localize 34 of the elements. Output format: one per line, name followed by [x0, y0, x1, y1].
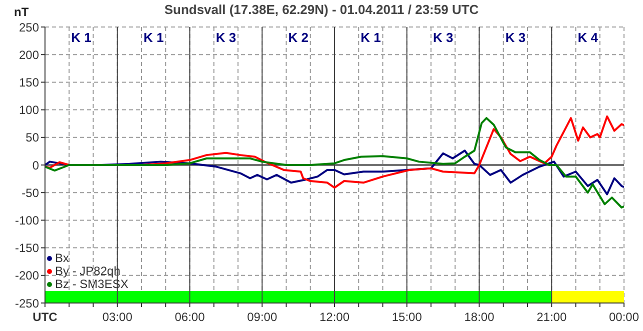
- annotation: K 3: [432, 30, 454, 45]
- y-tick-label: -200: [14, 268, 40, 283]
- y-tick-label: -50: [22, 186, 40, 200]
- annotation: K 4: [576, 30, 599, 45]
- y-tick-label: 0: [32, 158, 40, 172]
- y-tick-label: 200: [18, 48, 40, 62]
- y-tick-label: -100: [14, 213, 40, 228]
- legend-label: Bx: [54, 251, 70, 265]
- annotation: K 1: [142, 30, 165, 45]
- x-tick-label: 21:00: [536, 310, 567, 324]
- chart-title: Sundsvall (17.38E, 62.29N) - 01.04.2011 / 23:59 UTC: [164, 2, 479, 17]
- x-tick-label: 00:00: [608, 310, 640, 324]
- annotation: K 2: [287, 30, 310, 45]
- y-tick-label: 250: [18, 20, 40, 34]
- annotation: K 3: [504, 30, 527, 45]
- x-tick-label: 09:00: [247, 310, 278, 324]
- x-tick-label: 03:00: [102, 310, 133, 324]
- y-tick-label: -150: [14, 241, 40, 256]
- x-tick-label: 15:00: [392, 310, 422, 324]
- line-series: [45, 115, 624, 189]
- y-tick-label: -250: [14, 296, 40, 310]
- x-tick-label: 06:00: [174, 310, 206, 324]
- x-tick-label: UTC: [32, 310, 58, 324]
- y-tick-label: 50: [26, 130, 40, 145]
- line-series: [45, 117, 624, 209]
- y-axis-title: nT: [14, 5, 29, 19]
- y-tick-label: 150: [18, 75, 40, 90]
- line-series: [45, 150, 624, 196]
- x-tick-label: 18:00: [464, 310, 495, 324]
- y-tick-label: 100: [18, 103, 40, 118]
- annotation: K 1: [70, 30, 92, 45]
- x-tick-label: 12:00: [319, 310, 350, 324]
- annotation: K 3: [214, 30, 238, 45]
- annotation: K 1: [360, 30, 382, 45]
